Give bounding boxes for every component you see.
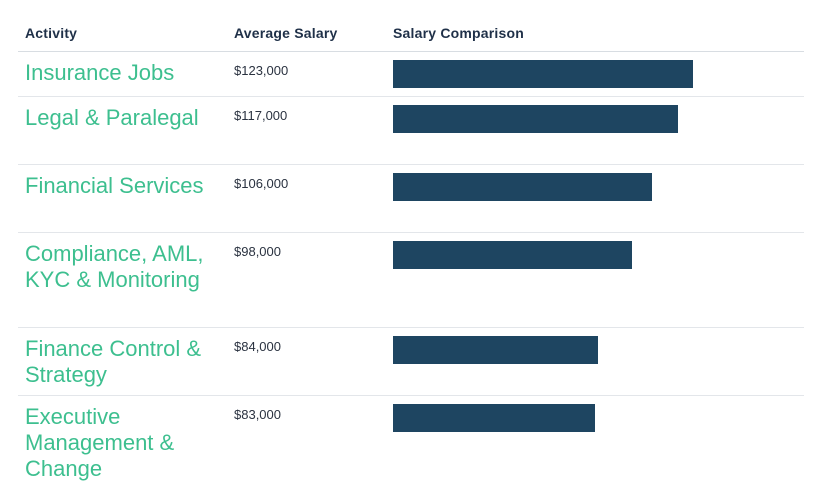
table-row: Financial Services $106,000 [18, 165, 804, 233]
table-row: Insurance Jobs $123,000 [18, 52, 804, 97]
activity-label: Legal & Paralegal [25, 105, 199, 130]
table-row: Finance Control & Strategy $84,000 [18, 328, 804, 396]
activity-label: Executive Management & Change [25, 404, 175, 481]
salary-bar [393, 60, 693, 88]
salary-bar [393, 173, 652, 201]
salary-bar [393, 404, 596, 432]
salary-value: $98,000 [234, 244, 281, 259]
salary-table: Activity Average Salary Salary Compariso… [18, 0, 804, 492]
salary-value: $117,000 [234, 108, 288, 123]
salary-bar [393, 241, 633, 269]
activity-label: Finance Control & Strategy [25, 336, 202, 387]
salary-value: $84,000 [234, 339, 281, 354]
salary-value: $83,000 [234, 407, 281, 422]
comparison-column-header: Salary Comparison [393, 25, 524, 41]
activity-label: Compliance, AML, KYC & Monitoring [25, 241, 204, 292]
salary-bar [393, 336, 598, 364]
table-row: Legal & Paralegal $117,000 [18, 97, 804, 165]
salary-bar [393, 105, 679, 133]
salary-value: $123,000 [234, 63, 289, 78]
salary-column-header: Average Salary [234, 25, 338, 41]
table-row: Compliance, AML, KYC & Monitoring $98,00… [18, 233, 804, 328]
table-header: Activity Average Salary Salary Compariso… [18, 0, 804, 52]
table-row: Executive Management & Change $83,000 [18, 396, 804, 492]
activity-column-header: Activity [25, 25, 78, 41]
activity-label: Insurance Jobs [25, 60, 175, 85]
activity-label: Financial Services [25, 173, 204, 198]
salary-value: $106,000 [234, 176, 289, 191]
